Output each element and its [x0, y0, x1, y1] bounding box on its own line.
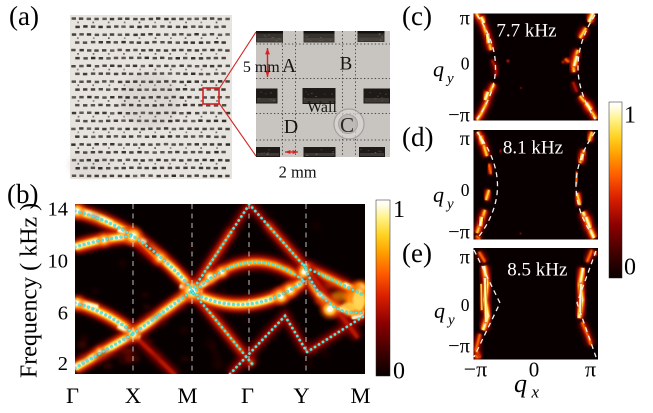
svg-text:−π: −π: [464, 357, 488, 382]
svg-text:0: 0: [461, 54, 470, 74]
svg-text:M: M: [350, 383, 370, 408]
svg-text:A: A: [282, 56, 296, 77]
svg-text:(c): (c): [402, 1, 432, 31]
svg-text:q: q: [434, 298, 445, 323]
svg-text:M: M: [177, 383, 197, 408]
svg-text:y: y: [445, 197, 454, 213]
svg-text:1: 1: [624, 103, 636, 129]
svg-text:−π: −π: [448, 105, 471, 127]
svg-text:14: 14: [48, 198, 69, 220]
svg-text:2 mm: 2 mm: [279, 163, 317, 182]
svg-text:−π: −π: [448, 222, 471, 244]
svg-text:q: q: [433, 182, 444, 207]
svg-text:Frequency ( kHz ): Frequency ( kHz ): [17, 203, 43, 378]
svg-text:Γ: Γ: [241, 383, 254, 408]
svg-text:−π: −π: [448, 336, 471, 358]
svg-text:Y: Y: [293, 383, 309, 408]
svg-text:2: 2: [58, 353, 68, 375]
svg-text:π: π: [460, 247, 471, 269]
svg-text:π: π: [460, 8, 471, 30]
svg-text:(b): (b): [7, 179, 38, 209]
svg-text:10: 10: [48, 251, 69, 273]
svg-text:(d): (d): [402, 122, 433, 152]
svg-text:π: π: [585, 357, 596, 382]
svg-text:Γ: Γ: [66, 383, 79, 408]
svg-text:0: 0: [461, 295, 470, 315]
svg-text:5 mm: 5 mm: [243, 59, 280, 76]
svg-text:8.1 kHz: 8.1 kHz: [503, 138, 563, 159]
svg-text:(a): (a): [9, 1, 39, 31]
svg-text:B: B: [340, 54, 353, 75]
svg-text:C: C: [340, 113, 354, 137]
svg-text:0: 0: [393, 359, 405, 385]
svg-text:0: 0: [529, 358, 540, 382]
svg-text:0: 0: [461, 180, 470, 200]
svg-text:(e): (e): [402, 238, 432, 268]
svg-text:q: q: [514, 369, 527, 398]
svg-text:π: π: [460, 128, 471, 150]
svg-text:y: y: [446, 313, 455, 329]
svg-text:7.7 kHz: 7.7 kHz: [496, 20, 556, 41]
svg-text:D: D: [284, 116, 298, 138]
svg-text:q: q: [433, 57, 444, 82]
svg-text:X: X: [125, 383, 141, 408]
svg-text:1: 1: [393, 197, 405, 223]
svg-text:0: 0: [624, 255, 636, 281]
svg-text:6: 6: [58, 303, 68, 325]
svg-text:Wall: Wall: [307, 99, 337, 116]
svg-text:y: y: [445, 71, 454, 87]
svg-text:8.5 kHz: 8.5 kHz: [507, 260, 567, 281]
svg-text:x: x: [531, 383, 540, 402]
